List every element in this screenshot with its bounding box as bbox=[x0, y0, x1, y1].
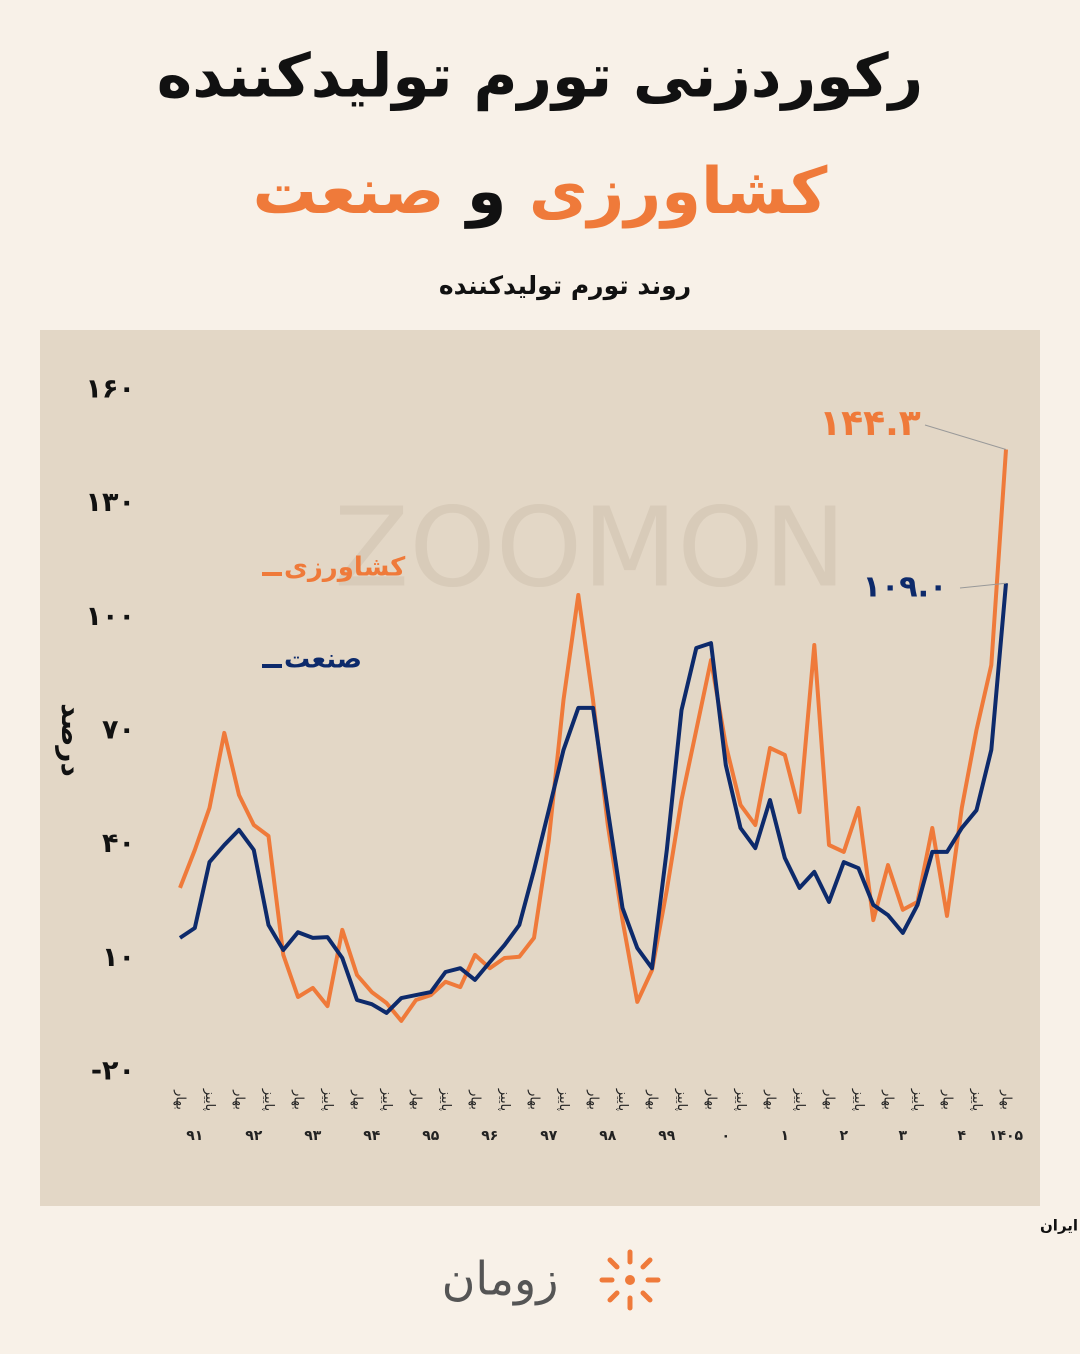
x-tick-label: بهار bbox=[291, 1089, 306, 1110]
x-tick-label: بهار bbox=[999, 1089, 1014, 1110]
year-label: ۹۹ bbox=[658, 1128, 676, 1144]
year-label: ۹۴ bbox=[363, 1128, 381, 1144]
y-axis-label: درصد bbox=[55, 703, 88, 777]
brand-name: زومان bbox=[442, 1252, 559, 1307]
watermark: ZOOMON bbox=[334, 483, 846, 611]
x-tick-label: بهار bbox=[645, 1089, 660, 1110]
year-label: ۳ bbox=[898, 1128, 907, 1144]
x-tick-label: پاییز bbox=[497, 1088, 512, 1112]
x-tick-label: پاییز bbox=[910, 1088, 925, 1112]
y-tick-label: ۱۶۰ bbox=[86, 374, 135, 405]
year-label: ۴ bbox=[957, 1128, 966, 1144]
y-tick-label: ۴۰ bbox=[102, 828, 135, 859]
x-tick-label: پاییز bbox=[556, 1088, 571, 1112]
year-label: ۱ bbox=[780, 1128, 789, 1144]
x-tick-label: بهار bbox=[409, 1089, 424, 1110]
x-tick-label: بهار bbox=[232, 1089, 247, 1110]
year-label: ۹۲ bbox=[245, 1128, 263, 1144]
subtitle: کشاورزی و صنعت bbox=[253, 155, 828, 229]
x-tick-label: بهار bbox=[586, 1089, 601, 1110]
chart-title: روند تورم تولیدکننده bbox=[439, 271, 691, 301]
year-label: ۹۷ bbox=[540, 1128, 558, 1144]
year-label: ۹۶ bbox=[481, 1128, 498, 1144]
logo-rays bbox=[599, 1249, 661, 1311]
x-tick-label: پاییز bbox=[438, 1088, 453, 1112]
value-label: ۱۴۴.۳ bbox=[819, 403, 921, 444]
year-label: ۲ bbox=[839, 1128, 848, 1144]
series-line bbox=[178, 583, 1008, 1015]
x-tick-label: بهار bbox=[940, 1089, 955, 1110]
logo-dot bbox=[625, 1275, 635, 1285]
x-tick-label: پاییز bbox=[674, 1088, 689, 1112]
x-tick-label: بهار bbox=[822, 1089, 837, 1110]
plot-area bbox=[40, 330, 1040, 1206]
series-line bbox=[178, 449, 1008, 1023]
brand-logo bbox=[599, 1249, 661, 1311]
x-tick-label: پاییز bbox=[320, 1088, 335, 1112]
x-tick-label: بهار bbox=[763, 1089, 778, 1110]
year-label: ۱۴۰۵ bbox=[989, 1128, 1024, 1144]
year-label: ۹۸ bbox=[599, 1128, 617, 1144]
x-tick-label: بهار bbox=[350, 1089, 365, 1110]
x-tick-label: بهار bbox=[468, 1089, 483, 1110]
y-tick-label: ۱۰۰ bbox=[86, 601, 135, 632]
source: منبع داده: مرکز آمار ایران bbox=[1040, 1217, 1080, 1235]
year-label: ۹۳ bbox=[304, 1128, 322, 1144]
subtitle-part: کشاورزی bbox=[529, 155, 828, 229]
x-tick-label: پاییز bbox=[969, 1088, 984, 1112]
value-label: ۱۰۹.۰ bbox=[863, 570, 948, 605]
year-label: ۰ bbox=[721, 1128, 730, 1144]
x-tick-label: بهار bbox=[527, 1089, 542, 1110]
x-tick-label: پاییز bbox=[202, 1088, 217, 1112]
legend-label: کشاورزی bbox=[284, 553, 406, 583]
subtitle-part: صنعت bbox=[253, 155, 445, 229]
y-tick-label: -۲۰ bbox=[91, 1056, 135, 1087]
x-tick-label: بهار bbox=[704, 1089, 719, 1110]
y-tick-label: ۱۰ bbox=[102, 942, 135, 973]
x-tick-label: بهار bbox=[173, 1089, 188, 1110]
subtitle-part: و bbox=[464, 155, 507, 229]
year-label: ۹۱ bbox=[186, 1128, 203, 1144]
leader-line bbox=[959, 582, 1007, 589]
x-tick-label: پاییز bbox=[792, 1088, 807, 1112]
legend-label: صنعت bbox=[284, 645, 362, 675]
title: رکوردزنی تورم تولیدکننده bbox=[157, 42, 923, 112]
x-tick-label: پاییز bbox=[379, 1088, 394, 1112]
x-tick-label: پاییز bbox=[261, 1088, 276, 1112]
x-tick-label: بهار bbox=[881, 1089, 896, 1110]
x-tick-label: پاییز bbox=[615, 1088, 630, 1112]
x-tick-label: پاییز bbox=[851, 1088, 866, 1112]
y-tick-label: ۱۳۰ bbox=[86, 487, 135, 518]
leader-line bbox=[924, 424, 1007, 450]
x-tick-label: پاییز bbox=[733, 1088, 748, 1112]
year-label: ۹۵ bbox=[422, 1128, 440, 1144]
y-tick-label: ۷۰ bbox=[102, 715, 135, 746]
